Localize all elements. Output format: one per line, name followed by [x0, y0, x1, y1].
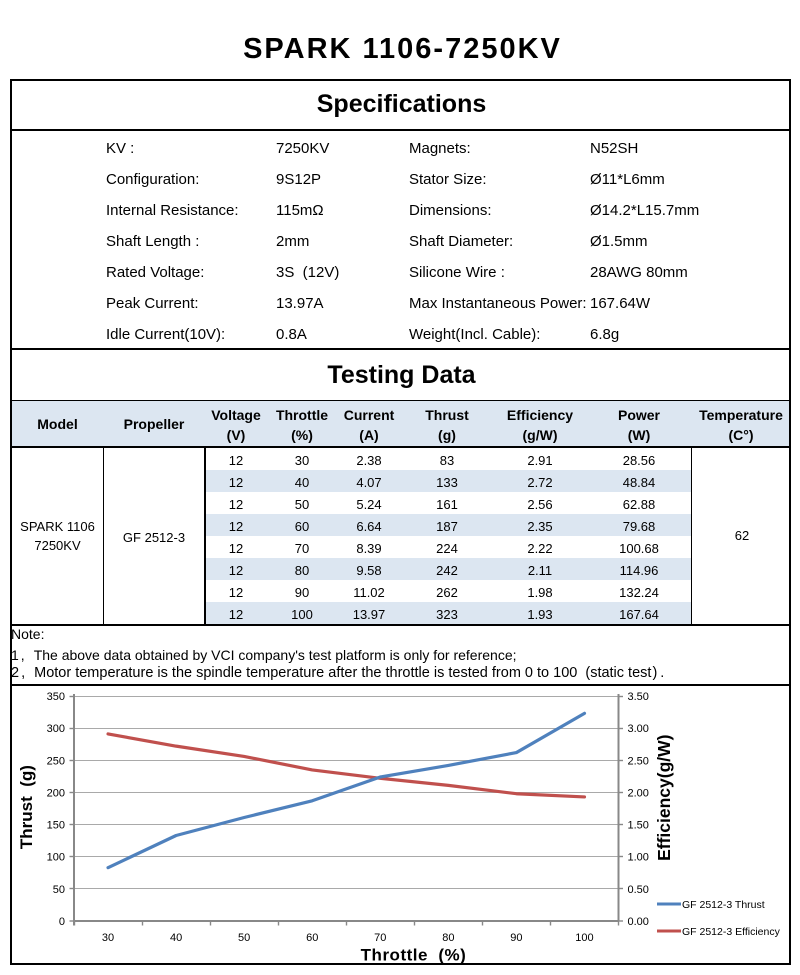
svg-text:40: 40	[170, 932, 182, 944]
svg-text:150: 150	[47, 820, 65, 832]
svg-text:200: 200	[47, 787, 65, 799]
svg-text:30: 30	[102, 932, 114, 944]
svg-text:GF 2512-3 Efficiency: GF 2512-3 Efficiency	[682, 926, 781, 938]
svg-text:60: 60	[306, 932, 318, 944]
svg-text:0.50: 0.50	[628, 884, 649, 896]
svg-text:3.50: 3.50	[628, 691, 649, 703]
svg-text:1.00: 1.00	[628, 852, 649, 864]
svg-text:100: 100	[47, 852, 65, 864]
svg-text:2.00: 2.00	[628, 787, 649, 799]
svg-text:2.50: 2.50	[628, 755, 649, 767]
svg-text:0.00: 0.00	[628, 916, 649, 928]
svg-text:3.00: 3.00	[628, 723, 649, 735]
svg-text:Throttle (%): Throttle (%)	[361, 946, 467, 965]
svg-text:1.50: 1.50	[628, 820, 649, 832]
svg-text:70: 70	[374, 932, 386, 944]
svg-text:0: 0	[59, 916, 65, 928]
svg-text:50: 50	[238, 932, 250, 944]
svg-text:90: 90	[510, 932, 522, 944]
svg-text:350: 350	[47, 691, 65, 703]
svg-text:250: 250	[47, 755, 65, 767]
svg-text:300: 300	[47, 723, 65, 735]
svg-text:Efficiency(g/W): Efficiency(g/W)	[654, 734, 674, 860]
svg-text:100: 100	[575, 932, 593, 944]
svg-text:80: 80	[442, 932, 454, 944]
svg-text:50: 50	[53, 884, 65, 896]
svg-text:Thrust (g): Thrust (g)	[17, 765, 36, 849]
svg-text:GF 2512-3 Thrust: GF 2512-3 Thrust	[682, 899, 765, 911]
